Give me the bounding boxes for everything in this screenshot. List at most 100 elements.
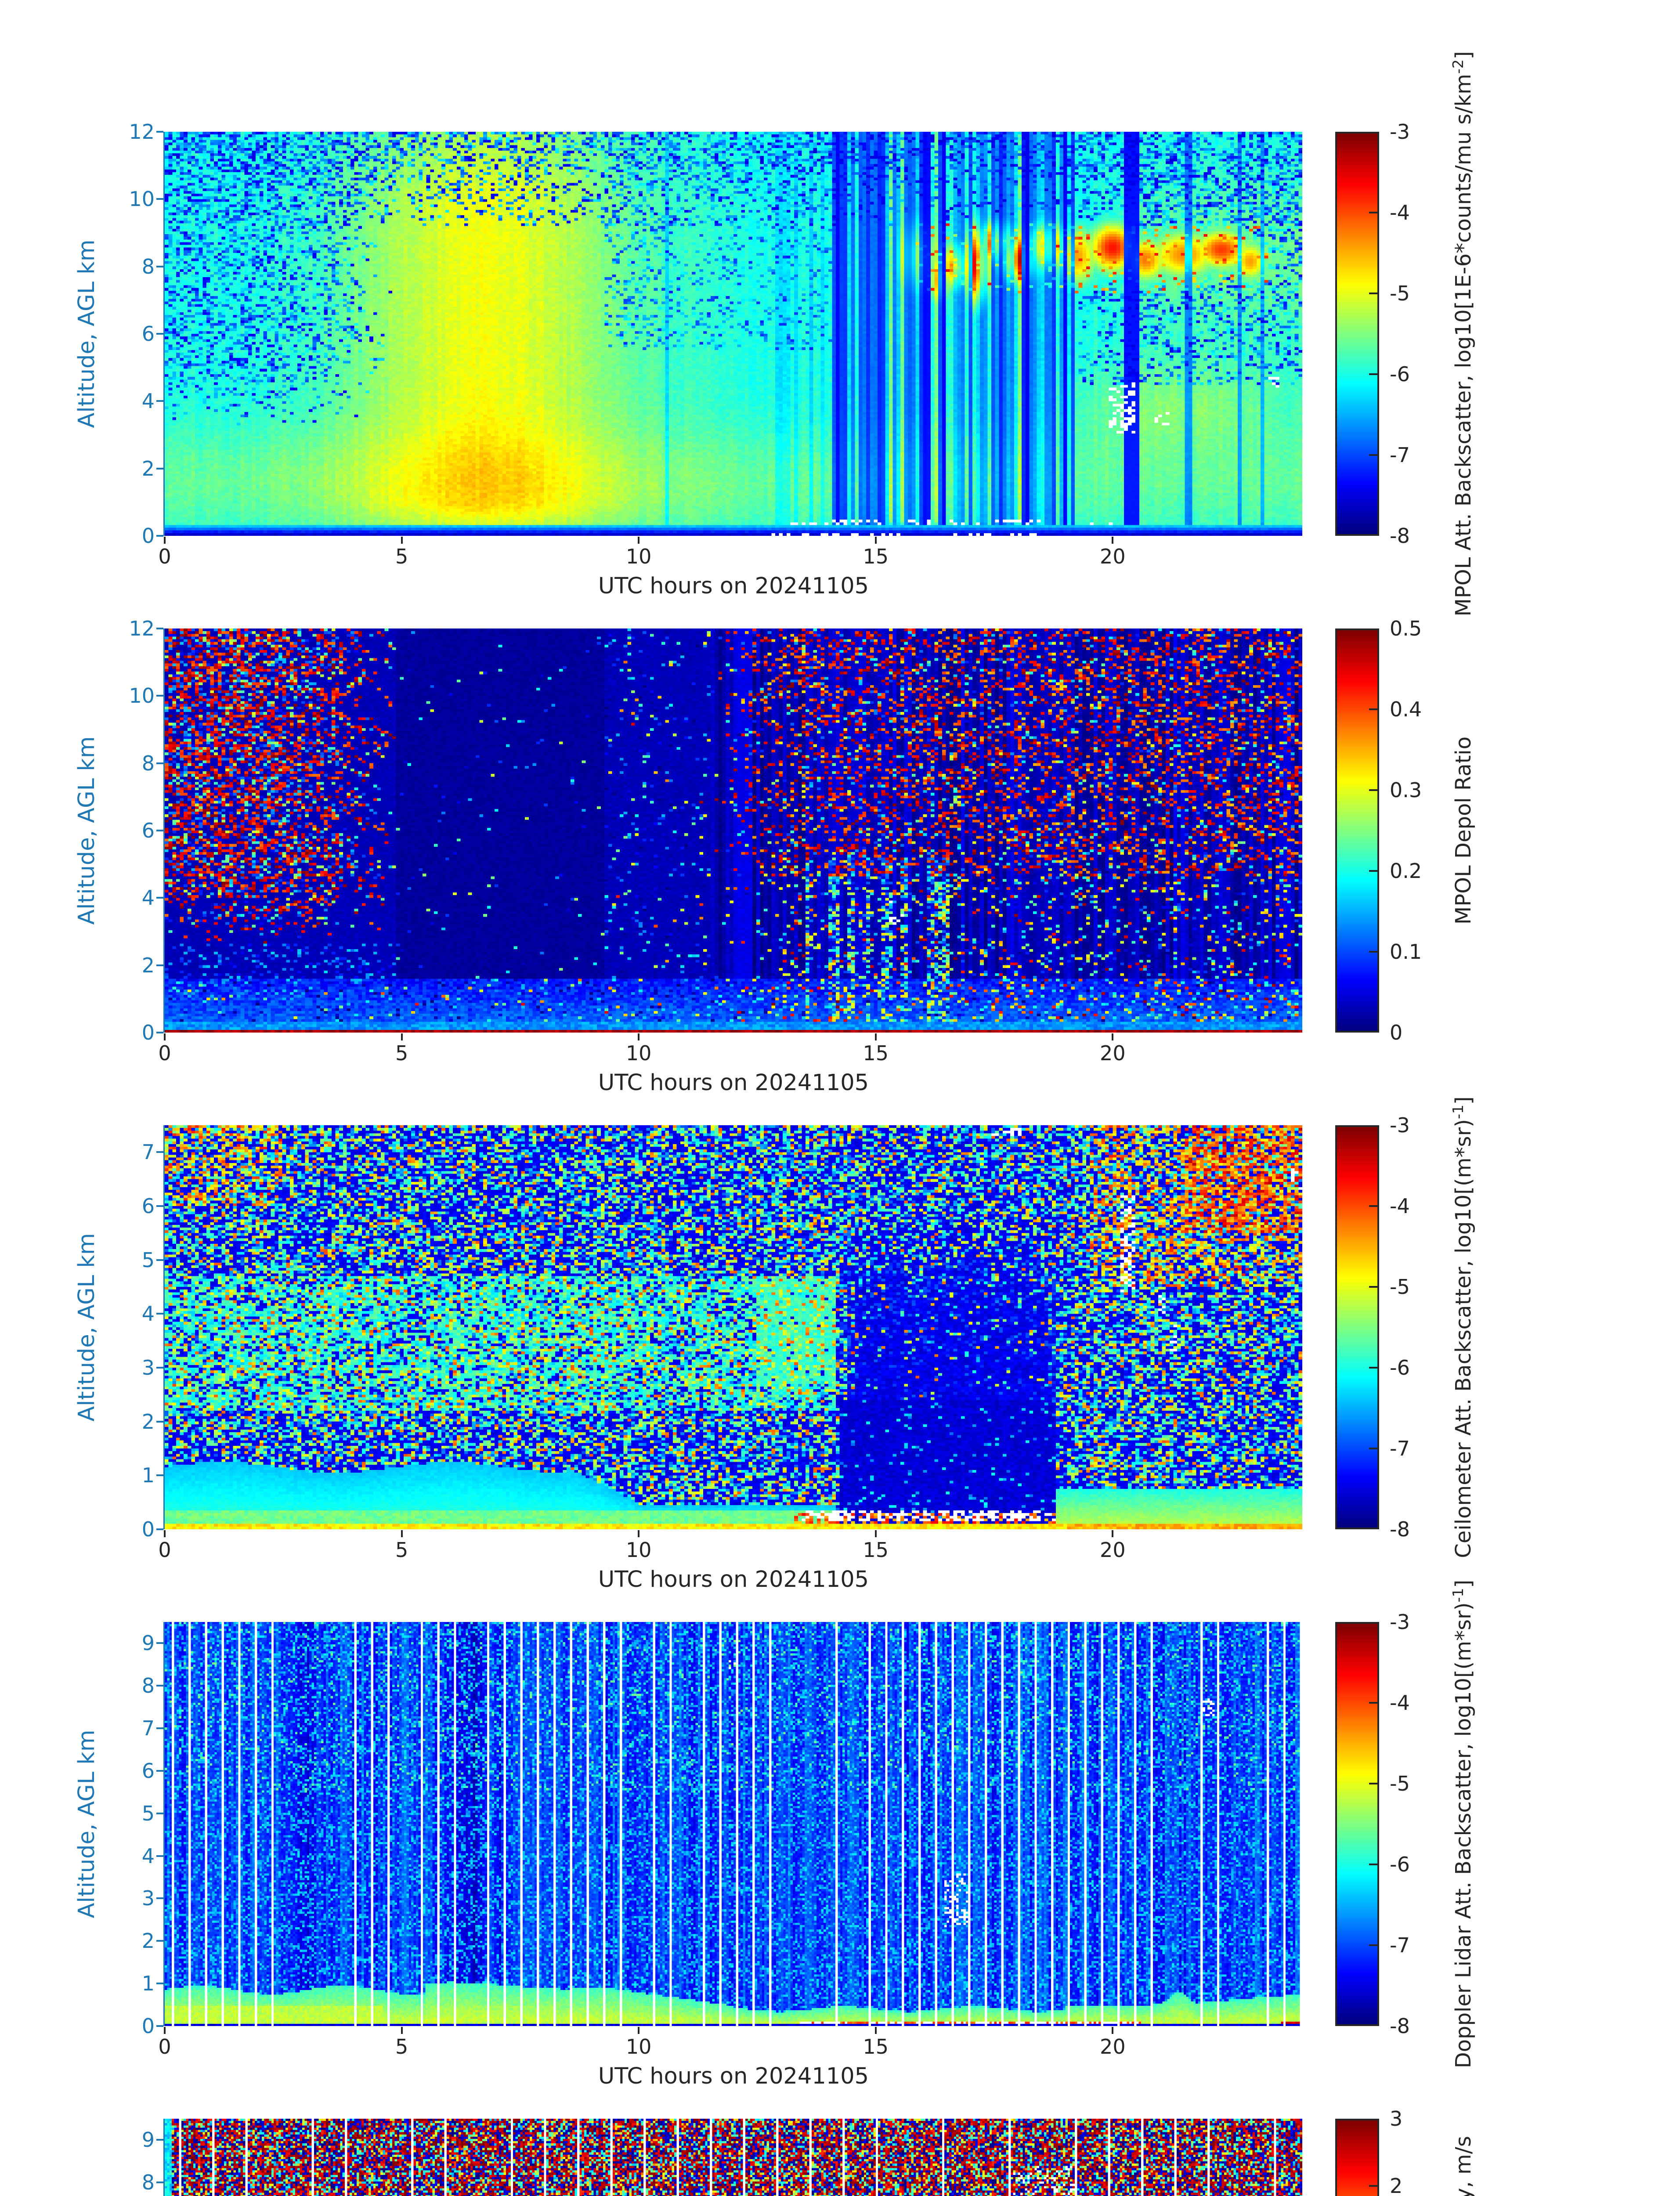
- y-tick-label: 5: [141, 1248, 155, 1272]
- x-tick-label: 20: [1100, 2035, 1126, 2059]
- y-tick-label: 1: [141, 1972, 155, 1996]
- y-tick-mark: [156, 467, 163, 470]
- x-tick-mark: [401, 1033, 403, 1040]
- colorbar-label: Doppler Lidar Att. Backscatter, log10[(m…: [1449, 1539, 1476, 2109]
- x-tick-label: 15: [863, 1041, 889, 1065]
- x-tick-label: 10: [625, 1538, 652, 1562]
- y-tick-mark: [156, 535, 163, 537]
- colorbar-tick-label: 0: [1390, 1021, 1403, 1044]
- y-tick-label: 10: [129, 187, 155, 211]
- x-tick-label: 20: [1100, 1041, 1126, 1065]
- colorbar-tick-label: 0.4: [1390, 697, 1422, 721]
- y-tick-mark: [156, 2139, 163, 2141]
- y-tick-mark: [156, 1259, 163, 1261]
- colorbar: [1335, 2119, 1379, 2196]
- x-axis-label: UTC hours on 20241105: [598, 1567, 869, 1593]
- colorbar-tick-label: 0.1: [1390, 940, 1422, 964]
- x-tick-mark: [164, 537, 166, 544]
- x-tick-mark: [638, 2027, 640, 2034]
- colorbar-tick-label: -5: [1390, 1275, 1410, 1299]
- colorbar-tick-mark: [1369, 1702, 1377, 1704]
- colorbar-tick-label: -4: [1390, 1194, 1410, 1218]
- colorbar-label-close: ]: [1451, 51, 1476, 60]
- y-tick-mark: [156, 333, 163, 335]
- x-tick-mark: [1112, 1530, 1114, 1537]
- y-axis-line: [163, 1622, 165, 2026]
- y-tick-mark: [156, 1205, 163, 1207]
- y-tick-mark: [156, 131, 163, 133]
- heatmap-mpol-backscatter: [165, 132, 1302, 536]
- colorbar-tick-mark: [1369, 293, 1377, 294]
- y-tick-label: 0: [141, 2014, 155, 2038]
- x-tick-label: 0: [158, 1538, 171, 1562]
- y-tick-label: 1: [141, 1463, 155, 1488]
- colorbar-tick-label: -3: [1390, 1610, 1410, 1634]
- y-tick-label: 9: [141, 1631, 155, 1655]
- x-tick-label: 10: [625, 2035, 652, 2059]
- colorbar-tick-mark: [1369, 1205, 1377, 1207]
- x-tick-mark: [1112, 1033, 1114, 1040]
- y-tick-label: 8: [141, 2171, 155, 2195]
- x-tick-mark: [638, 537, 640, 544]
- colorbar-label: MPOL Depol Ratio: [1449, 545, 1476, 1116]
- y-axis-line: [163, 2119, 165, 2196]
- y-tick-label: 8: [141, 751, 155, 775]
- y-tick-mark: [156, 198, 163, 200]
- colorbar-gradient: [1337, 2120, 1377, 2196]
- colorbar-label: MPOL Att. Backscatter, log10[1E-6*counts…: [1449, 48, 1476, 619]
- y-tick-label: 9: [141, 2128, 155, 2152]
- y-tick-label: 8: [141, 1674, 155, 1698]
- colorbar-label-text: MPOL Depol Ratio: [1451, 736, 1476, 925]
- y-tick-label: 5: [141, 1801, 155, 1825]
- y-tick-mark: [156, 1983, 163, 1985]
- colorbar-tick-mark: [1369, 870, 1377, 872]
- y-tick-mark: [156, 1367, 163, 1369]
- colorbar-tick-label: -6: [1390, 1356, 1410, 1380]
- x-axis-label: UTC hours on 20241105: [598, 573, 869, 599]
- colorbar-label-sup: -1: [1449, 1588, 1467, 1603]
- y-tick-mark: [156, 1812, 163, 1814]
- colorbar-tick-label: -7: [1390, 1437, 1410, 1460]
- y-tick-label: 6: [141, 819, 155, 842]
- x-tick-label: 15: [863, 1538, 889, 1562]
- x-tick-label: 10: [625, 1041, 652, 1065]
- colorbar-label-text: Doppler Lidar Vertical Velocity, m/s: [1451, 2136, 1476, 2196]
- y-tick-label: 0: [141, 1517, 155, 1541]
- y-tick-label: 2: [141, 456, 155, 480]
- colorbar-label-close: ]: [1451, 1579, 1476, 1588]
- y-tick-label: 2: [141, 1409, 155, 1434]
- y-axis-line: [163, 1125, 165, 1529]
- x-tick-label: 5: [395, 1041, 408, 1065]
- colorbar-tick-label: -3: [1390, 1113, 1410, 1137]
- colorbar-tick-label: -6: [1390, 1853, 1410, 1876]
- colorbar-tick-label: 0.5: [1390, 617, 1422, 640]
- y-tick-label: 0: [141, 1021, 155, 1044]
- y-tick-label: 6: [141, 1759, 155, 1783]
- x-tick-mark: [164, 2027, 166, 2034]
- y-tick-label: 6: [141, 1194, 155, 1218]
- y-tick-mark: [156, 1474, 163, 1477]
- y-tick-mark: [156, 830, 163, 831]
- heatmap-doppler-backscatter: [165, 1622, 1302, 2026]
- x-tick-label: 10: [625, 545, 652, 568]
- colorbar-label-text: Doppler Lidar Att. Backscatter, log10[(m…: [1451, 1602, 1476, 2069]
- colorbar-tick-label: -3: [1390, 120, 1410, 144]
- y-axis-line: [163, 132, 165, 536]
- y-tick-mark: [156, 1940, 163, 1942]
- colorbar-tick-label: 3: [1390, 2107, 1403, 2131]
- colorbar-tick-label: -8: [1390, 1517, 1410, 1541]
- panel-mpol-depol-ratio: Altitude, AGL km UTC hours on 20241105 M…: [0, 617, 1680, 1125]
- colorbar-tick-label: -5: [1390, 1772, 1410, 1795]
- colorbar-label-sup: -2: [1449, 59, 1467, 74]
- colorbar-tick-label: -7: [1390, 443, 1410, 467]
- colorbar-tick-label: -6: [1390, 362, 1410, 386]
- x-axis-label: UTC hours on 20241105: [598, 1070, 869, 1096]
- x-tick-mark: [401, 2027, 403, 2034]
- x-tick-label: 0: [158, 2035, 171, 2059]
- colorbar-tick-label: 0.2: [1390, 859, 1422, 883]
- colorbar-label-text: Ceilometer Att. Backscatter, log10[(m*sr…: [1451, 1119, 1476, 1558]
- colorbar-tick-mark: [1369, 789, 1377, 791]
- x-tick-mark: [401, 537, 403, 544]
- x-tick-mark: [874, 1530, 877, 1537]
